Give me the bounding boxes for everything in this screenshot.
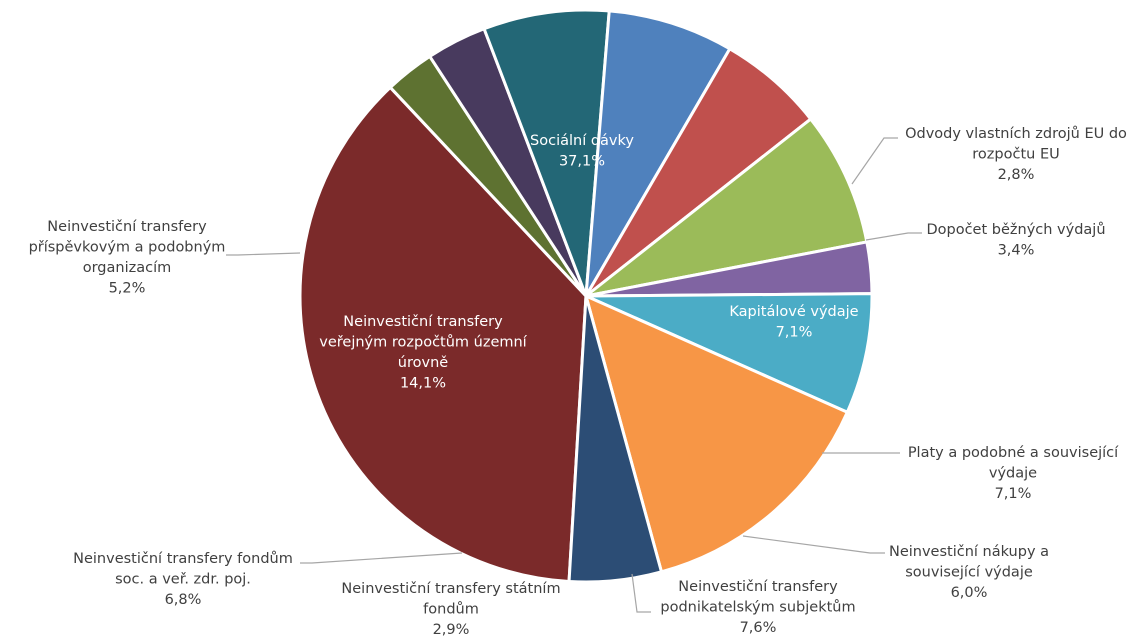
slice-name-label: organizacím bbox=[83, 260, 172, 276]
leader-lines bbox=[226, 137, 922, 613]
slice-label-neinvesticni-nakupy-a: Neinvestiční nákupy a související výdaje 6… bbox=[889, 544, 1049, 601]
slice-label-dopocet-beznych-vydaju: Dopočet běžných výdajů 3,4% bbox=[926, 222, 1105, 259]
slice-value-label: 6,0% bbox=[951, 585, 988, 601]
slice-value-label: 7,1% bbox=[995, 486, 1032, 502]
pie-slice-neinvesticni-transfery-prispevkovym-a-podobnym bbox=[567, 294, 663, 584]
pie-slice-neinvesticni-transfery-podnikatelskym-subjektum bbox=[584, 117, 869, 298]
slice-name-label: Neinvestiční transfery státním bbox=[341, 581, 560, 597]
slice-name-label: fondům bbox=[423, 602, 479, 618]
slice-name-label: Kapitálové výdaje bbox=[729, 304, 858, 320]
leader-line-11 bbox=[226, 252, 301, 256]
slice-value-label: 2,8% bbox=[998, 167, 1035, 183]
slice-value-label: 2,9% bbox=[433, 622, 470, 638]
pie-slice-socialni-davky bbox=[298, 85, 588, 583]
slice-name-label: Platy a podobné a související bbox=[908, 445, 1119, 461]
slice-label-neinvesticni-transfery-statnim: Neinvestiční transfery státním fondům 2,9% bbox=[341, 581, 560, 638]
slice-name-label: Dopočet běžných výdajů bbox=[926, 222, 1105, 238]
slice-labels: Sociální dávky 37,1% Odvody vlastních zdro… bbox=[29, 126, 1127, 638]
slice-label-neinvesticni-transfery: Neinvestiční transfery podnikatelským sub… bbox=[660, 579, 855, 636]
leader-line-7 bbox=[631, 573, 651, 613]
pie-slice-kapitalove-vydaje bbox=[482, 8, 611, 298]
slice-label-platy-a-podobne-a-souvisejici: Platy a podobné a související výdaje 7,1% bbox=[908, 445, 1119, 502]
pie-slices bbox=[298, 8, 874, 584]
leader-line-9 bbox=[300, 552, 463, 564]
slice-value-label: 7,6% bbox=[740, 620, 777, 636]
slice-name-label: Neinvestiční transfery bbox=[47, 219, 207, 235]
slice-label-kapitalove-vydaje: Kapitálové výdaje 7,1% bbox=[729, 304, 858, 341]
slice-label-neinvesticni-transfery-fondum: Neinvestiční transfery fondům soc. a veř.… bbox=[73, 551, 293, 608]
slice-value-label: 14,1% bbox=[400, 376, 446, 392]
slice-name-label: Neinvestiční transfery bbox=[343, 314, 503, 330]
slice-name-label: příspěvkovým a podobným bbox=[29, 240, 226, 256]
slice-name-label: Neinvestiční transfery fondům bbox=[73, 551, 293, 567]
slice-name-label: výdaje bbox=[989, 466, 1037, 482]
slice-name-label: Odvody vlastních zdrojů EU do bbox=[905, 126, 1127, 142]
slice-name-label: veřejným rozpočtům územní bbox=[319, 335, 527, 351]
slice-value-label: 7,1% bbox=[776, 325, 813, 341]
slice-label-neinvesticni-transfery: Neinvestiční transfery veřejným rozpočtům… bbox=[319, 314, 527, 392]
slice-name-label: související výdaje bbox=[905, 565, 1033, 581]
slice-name-label: úrovně bbox=[398, 355, 448, 371]
pie-slice-neinvesticni-transfery-verejnym-rozpoctum-uzemni bbox=[584, 294, 849, 574]
slice-value-label: 5,2% bbox=[109, 281, 146, 297]
slice-value-label: 37,1% bbox=[559, 154, 605, 170]
slice-value-label: 6,8% bbox=[165, 592, 202, 608]
leader-line-6 bbox=[742, 535, 885, 554]
slice-name-label: podnikatelským subjektům bbox=[660, 600, 855, 616]
slice-value-label: 3,4% bbox=[998, 243, 1035, 259]
slice-name-label: Neinvestiční nákupy a bbox=[889, 544, 1049, 560]
slice-label-neinvesticni-transfery: Neinvestiční transfery příspěvkovým a pod… bbox=[29, 219, 226, 297]
leader-line-2 bbox=[851, 137, 898, 185]
slice-name-label: Neinvestiční transfery bbox=[678, 579, 838, 595]
slice-label-odvody-vlastnich-zdroju-eu-do: Odvody vlastních zdrojů EU do rozpočtu EU… bbox=[905, 126, 1127, 183]
pie-slice-platy-a-podobne-a-souvisejici-vydaje bbox=[584, 9, 732, 298]
slice-name-label: Sociální dávky bbox=[530, 133, 634, 149]
leader-line-3 bbox=[865, 232, 922, 241]
slice-name-label: rozpočtu EU bbox=[972, 147, 1059, 163]
slice-name-label: soc. a veř. zdr. poj. bbox=[115, 572, 251, 588]
pie-slice-neinvesticni-transfery-fondum-soc-a-ver-zdr-poj bbox=[584, 292, 874, 414]
slice-label-socialni-davky: Sociální dávky 37,1% bbox=[530, 133, 634, 170]
